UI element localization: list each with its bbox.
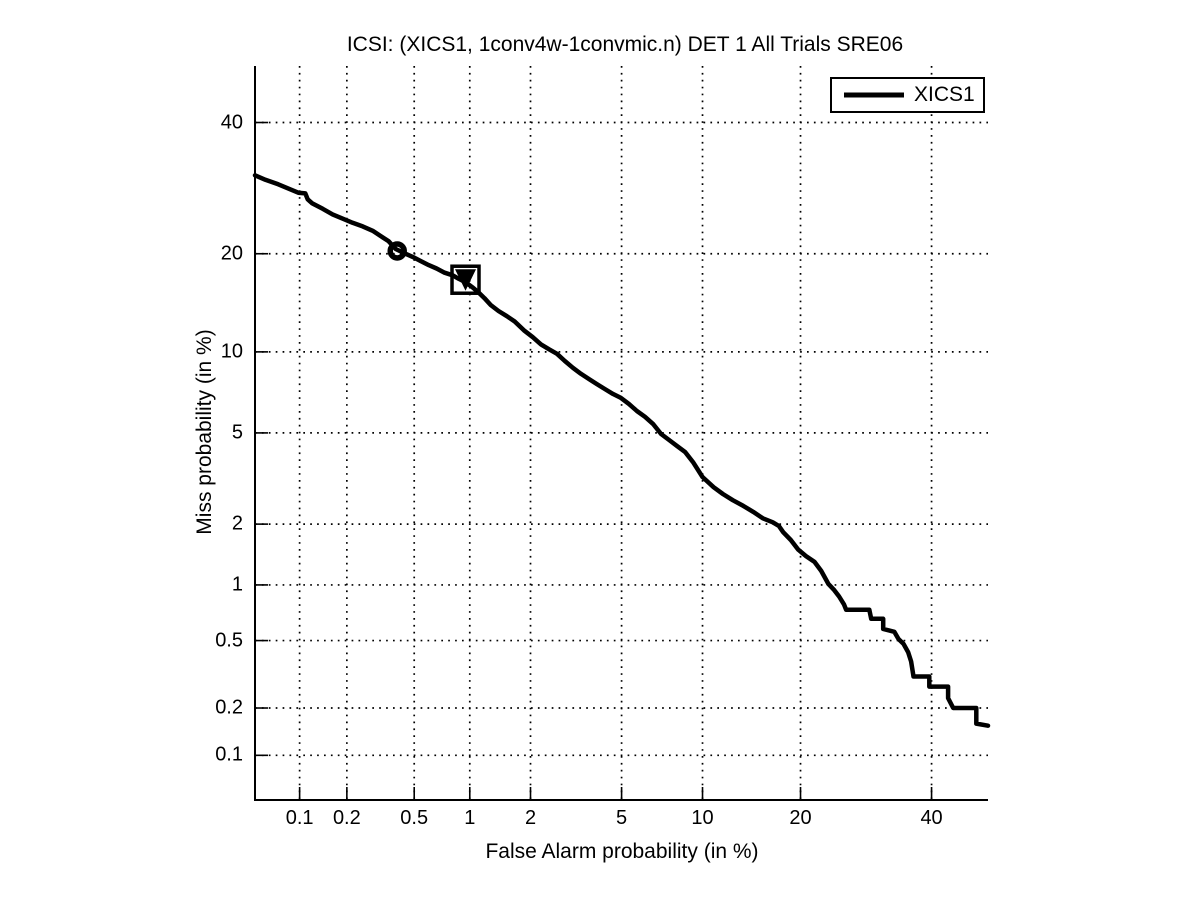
plot-title: ICSI: (XICS1, 1conv4w-1convmic.n) DET 1 … (346, 33, 904, 56)
legend-line-sample (844, 92, 904, 98)
tick-marks (255, 121, 933, 800)
legend-box: XICS1 (830, 77, 985, 113)
det-curve-line (252, 173, 991, 728)
grid-lines (255, 66, 988, 800)
x-axis-label: False Alarm probability (in %) (485, 840, 759, 863)
operating-point-triangle-marker (455, 269, 477, 291)
legend-entry-label: XICS1 (914, 83, 975, 106)
operating-point-markers (387, 241, 481, 295)
min-dcf-circle-marker (387, 241, 407, 261)
operating-point-square-marker (450, 264, 481, 295)
